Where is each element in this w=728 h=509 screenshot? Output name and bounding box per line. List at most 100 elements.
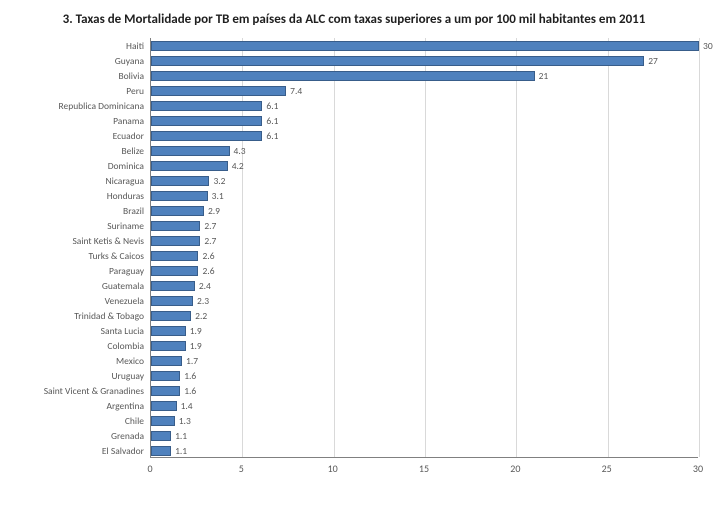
plot-area: Haiti Guyana Bolivia Peru Republica Dominica… <box>10 38 698 478</box>
bar <box>151 431 171 441</box>
bar <box>151 281 195 291</box>
country-label: Panama <box>113 115 144 127</box>
value-label: 1.9 <box>190 340 202 352</box>
value-label: 2.3 <box>197 295 209 307</box>
gridline <box>699 38 700 457</box>
bar <box>151 446 171 456</box>
value-label: 4.3 <box>234 145 246 157</box>
bar <box>151 146 230 156</box>
bar <box>151 191 208 201</box>
value-label: 6.1 <box>266 100 278 112</box>
value-label: 1.1 <box>175 430 187 442</box>
value-label: 2.4 <box>199 280 211 292</box>
bar <box>151 176 209 186</box>
x-axis: 051015202530 <box>150 458 698 478</box>
bar <box>151 86 286 96</box>
value-label: 1.4 <box>181 400 193 412</box>
country-label: Argentina <box>106 400 144 412</box>
value-label: 1.9 <box>190 325 202 337</box>
country-label: Mexico <box>116 355 144 367</box>
bar <box>151 41 699 51</box>
country-label: Dominica <box>108 160 144 172</box>
country-label: Guyana <box>115 55 144 67</box>
gridline <box>334 38 335 457</box>
bar <box>151 161 228 171</box>
gridline <box>608 38 609 457</box>
country-label: Peru <box>126 85 144 97</box>
gridline <box>516 38 517 457</box>
value-label: 1.6 <box>184 385 196 397</box>
country-label: Chile <box>125 415 144 427</box>
country-label: Paraguay <box>109 265 144 277</box>
country-label: Saint Ketis & Nevis <box>72 235 144 247</box>
value-label: 2.9 <box>208 205 220 217</box>
country-label: Colombia <box>107 340 144 352</box>
country-label: Honduras <box>107 190 144 202</box>
value-label: 2.7 <box>204 235 216 247</box>
country-label: Uruguay <box>111 370 144 382</box>
value-label: 1.7 <box>186 355 198 367</box>
country-label: Guatemala <box>102 280 144 292</box>
bar <box>151 356 182 366</box>
x-tick-label: 30 <box>693 462 703 475</box>
bar <box>151 71 535 81</box>
chart-title: 3. Taxas de Mortalidade por TB em países… <box>10 12 698 28</box>
country-label: Saint Vicent & Granadines <box>44 385 144 397</box>
value-label: 1.1 <box>175 445 187 457</box>
country-label: Belize <box>121 145 144 157</box>
x-tick-label: 25 <box>602 462 612 475</box>
country-label: Suriname <box>107 220 144 232</box>
value-label: 3.2 <box>213 175 225 187</box>
y-axis-labels: Haiti Guyana Bolivia Peru Republica Dominica… <box>10 38 150 478</box>
x-tick-label: 15 <box>419 462 429 475</box>
value-label: 6.1 <box>266 115 278 127</box>
value-label: 30 <box>703 40 713 52</box>
chart-container: 3. Taxas de Mortalidade por TB em países… <box>0 0 728 509</box>
country-label: Santa Lucia <box>101 325 144 337</box>
bar <box>151 221 200 231</box>
bar <box>151 266 198 276</box>
country-label: Trinidad & Tobago <box>74 310 144 322</box>
x-tick-label: 5 <box>239 462 244 475</box>
value-label: 1.3 <box>179 415 191 427</box>
value-label: 2.7 <box>204 220 216 232</box>
country-label: Haiti <box>126 40 144 52</box>
value-label: 2.6 <box>202 265 214 277</box>
country-label: Nicaragua <box>106 175 144 187</box>
value-label: 2.6 <box>202 250 214 262</box>
bar <box>151 251 198 261</box>
x-tick-label: 0 <box>147 462 152 475</box>
value-label: 21 <box>539 70 549 82</box>
country-label: Ecuador <box>113 130 144 142</box>
country-label: Grenada <box>111 430 144 442</box>
value-label: 27 <box>648 55 658 67</box>
bar <box>151 416 175 426</box>
country-label: Venezuela <box>105 295 144 307</box>
gridline <box>425 38 426 457</box>
country-label: El Salvador <box>102 445 144 457</box>
bar <box>151 56 644 66</box>
x-tick-label: 10 <box>328 462 338 475</box>
bar <box>151 296 193 306</box>
bar <box>151 341 186 351</box>
value-label: 4.2 <box>232 160 244 172</box>
bar <box>151 236 200 246</box>
bar <box>151 386 180 396</box>
x-tick-label: 20 <box>510 462 520 475</box>
bar <box>151 326 186 336</box>
bar <box>151 131 262 141</box>
bars-region: 3027217.46.16.16.14.34.23.23.12.92.72.72… <box>150 38 698 458</box>
country-label: Brazil <box>123 205 144 217</box>
bar <box>151 311 191 321</box>
value-label: 7.4 <box>290 85 302 97</box>
bar <box>151 206 204 216</box>
value-label: 3.1 <box>212 190 224 202</box>
bar <box>151 371 180 381</box>
country-label: Bolivia <box>118 70 144 82</box>
value-label: 6.1 <box>266 130 278 142</box>
bar <box>151 116 262 126</box>
value-label: 2.2 <box>195 310 207 322</box>
country-label: Turks & Caicos <box>88 250 144 262</box>
bar <box>151 101 262 111</box>
country-label: Republica Dominicana <box>58 100 144 112</box>
